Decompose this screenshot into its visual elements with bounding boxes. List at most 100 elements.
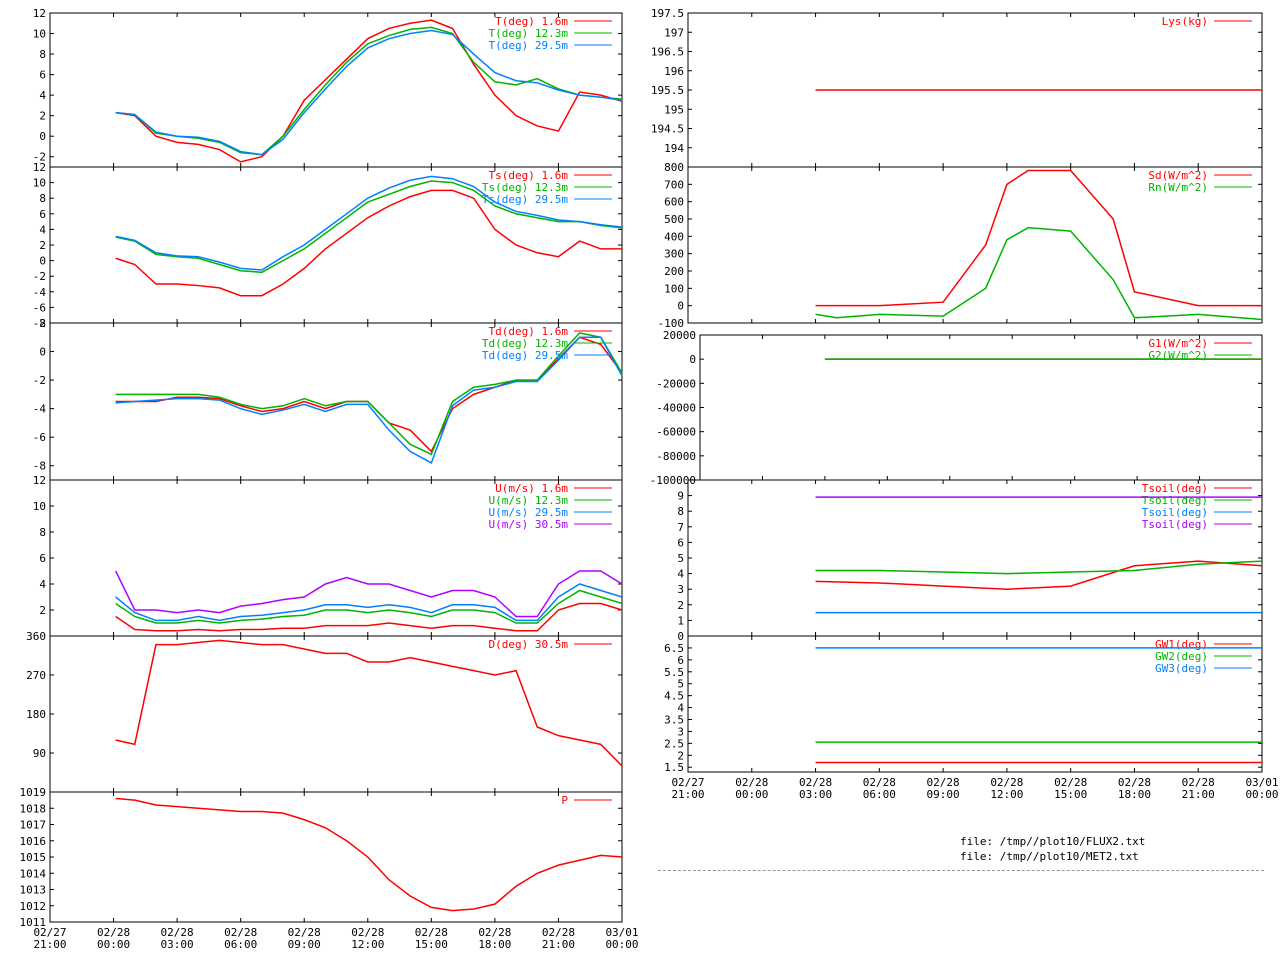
y-tick-label: -2 bbox=[33, 270, 46, 283]
series-line-press-0 bbox=[115, 797, 623, 912]
y-tick-label: 12 bbox=[33, 161, 46, 174]
y-tick-label: -100 bbox=[658, 317, 685, 330]
y-tick-label: -8 bbox=[33, 317, 46, 330]
y-tick-label: -80000 bbox=[656, 450, 696, 463]
legend-label: Ts(deg) 12.3m bbox=[482, 181, 568, 194]
y-tick-label: 6 bbox=[39, 208, 46, 221]
x-tick-date: 02/28 bbox=[542, 926, 575, 939]
divider bbox=[658, 870, 1264, 871]
x-tick-date: 02/27 bbox=[33, 926, 66, 939]
y-tick-label: 0 bbox=[689, 353, 696, 366]
y-tick-label: 3 bbox=[677, 583, 684, 596]
y-tick-label: 8 bbox=[39, 48, 46, 61]
x-tick-date: 02/28 bbox=[927, 776, 960, 789]
panel-gw: 1.522.533.544.555.566.502/2721:0002/2800… bbox=[664, 635, 1279, 801]
y-tick-label: 500 bbox=[664, 213, 684, 226]
x-tick-date: 02/28 bbox=[735, 776, 768, 789]
y-tick-label: 10 bbox=[33, 177, 46, 190]
legend-label: U(m/s) 1.6m bbox=[495, 482, 568, 495]
legend-label: T(deg) 1.6m bbox=[495, 15, 568, 28]
y-tick-label: 194 bbox=[664, 142, 684, 155]
y-tick-label: 2 bbox=[677, 749, 684, 762]
y-tick-label: 9 bbox=[677, 490, 684, 503]
y-tick-label: 1012 bbox=[20, 900, 47, 913]
file-list: file: /tmp//plot10/FLUX2.txt file: /tmp/… bbox=[960, 834, 1145, 864]
legend-label: Td(deg) 1.6m bbox=[489, 325, 569, 338]
y-tick-label: 4.5 bbox=[664, 690, 684, 703]
legend-label: Tsoil(deg) bbox=[1142, 482, 1208, 495]
y-tick-label: 700 bbox=[664, 178, 684, 191]
x-tick-date: 02/28 bbox=[224, 926, 257, 939]
legend-label: Tsoil(deg) bbox=[1142, 506, 1208, 519]
y-tick-label: 4 bbox=[677, 702, 684, 715]
y-tick-label: 5.5 bbox=[664, 666, 684, 679]
y-tick-label: 196 bbox=[664, 65, 684, 78]
y-tick-label: 194.5 bbox=[651, 123, 684, 136]
y-tick-label: 2 bbox=[39, 110, 46, 123]
legend-label: Tsoil(deg) bbox=[1142, 518, 1208, 531]
panel-frame bbox=[687, 166, 1263, 324]
y-tick-label: -4 bbox=[33, 286, 47, 299]
legend-label: U(m/s) 30.5m bbox=[489, 518, 569, 531]
y-tick-label: 6 bbox=[39, 552, 46, 565]
x-tick-time: 00:00 bbox=[605, 938, 638, 951]
panel-dir: 90 180 270 360 D(deg) 30.5m bbox=[26, 630, 623, 793]
x-tick-time: 06:00 bbox=[863, 788, 896, 801]
series-line-temp-0 bbox=[115, 19, 623, 163]
y-tick-label: 4 bbox=[39, 89, 46, 102]
panel-frame bbox=[49, 635, 623, 793]
legend-label: U(m/s) 29.5m bbox=[489, 506, 569, 519]
x-tick-time: 21:00 bbox=[542, 938, 575, 951]
x-tick-time: 00:00 bbox=[735, 788, 768, 801]
y-tick-label: 196.5 bbox=[651, 46, 684, 59]
panel-temp: -2 0 2 4 6 8 10 12 T(deg) 1.6mT(deg) 12.3mT(deg)… bbox=[33, 7, 623, 168]
y-tick-label: 1011 bbox=[20, 916, 47, 929]
y-tick-label: 1017 bbox=[20, 819, 47, 832]
panel-tsoil: 0123456789Tsoil(deg)Tsoil(deg)Tsoil(deg)… bbox=[677, 479, 1263, 643]
series-line-wind-0 bbox=[115, 602, 623, 632]
y-tick-label: 90 bbox=[33, 747, 46, 760]
legend-label: GW3(deg) bbox=[1155, 662, 1208, 675]
x-tick-time: 06:00 bbox=[224, 938, 257, 951]
series-line-dir-0 bbox=[115, 639, 623, 767]
x-tick-date: 03/01 bbox=[605, 926, 638, 939]
x-tick-time: 21:00 bbox=[671, 788, 704, 801]
x-tick-date: 02/28 bbox=[1182, 776, 1215, 789]
x-tick-date: 02/28 bbox=[161, 926, 194, 939]
series-line-td-2 bbox=[115, 336, 623, 464]
x-tick-date: 02/28 bbox=[415, 926, 448, 939]
y-tick-label: 10 bbox=[33, 500, 46, 513]
x-tick-time: 21:00 bbox=[33, 938, 66, 951]
y-tick-label: 3.5 bbox=[664, 714, 684, 727]
legend-label: T(deg) 12.3m bbox=[489, 27, 569, 40]
legend-label: U(m/s) 12.3m bbox=[489, 494, 569, 507]
y-tick-label: -2 bbox=[33, 374, 46, 387]
y-tick-label: 2 bbox=[39, 317, 46, 330]
y-tick-label: 195.5 bbox=[651, 84, 684, 97]
y-tick-label: 600 bbox=[664, 196, 684, 209]
file-name-flux: file: /tmp//plot10/FLUX2.txt bbox=[960, 835, 1146, 848]
x-tick-time: 00:00 bbox=[97, 938, 130, 951]
x-tick-time: 18:00 bbox=[1118, 788, 1151, 801]
series-line-rad-1 bbox=[815, 226, 1263, 321]
x-tick-date: 02/28 bbox=[478, 926, 511, 939]
y-tick-label: -40000 bbox=[656, 402, 696, 415]
x-tick-time: 15:00 bbox=[415, 938, 448, 951]
y-tick-label: -8 bbox=[33, 460, 46, 473]
series-line-ts-1 bbox=[115, 180, 623, 274]
y-tick-label: -20000 bbox=[656, 377, 696, 390]
y-tick-label: 7 bbox=[677, 521, 684, 534]
y-tick-label: -6 bbox=[33, 301, 46, 314]
y-tick-label: 100 bbox=[664, 282, 684, 295]
x-tick-time: 09:00 bbox=[288, 938, 321, 951]
y-tick-label: 8 bbox=[39, 526, 46, 539]
y-tick-label: 10 bbox=[33, 28, 46, 41]
x-tick-time: 09:00 bbox=[927, 788, 960, 801]
y-tick-label: 400 bbox=[664, 230, 684, 243]
y-tick-label: 5 bbox=[677, 552, 684, 565]
y-tick-label: 1 bbox=[677, 614, 684, 627]
y-tick-label: 6.5 bbox=[664, 642, 684, 655]
series-line-rad-0 bbox=[815, 169, 1262, 307]
y-tick-label: 300 bbox=[664, 248, 684, 261]
